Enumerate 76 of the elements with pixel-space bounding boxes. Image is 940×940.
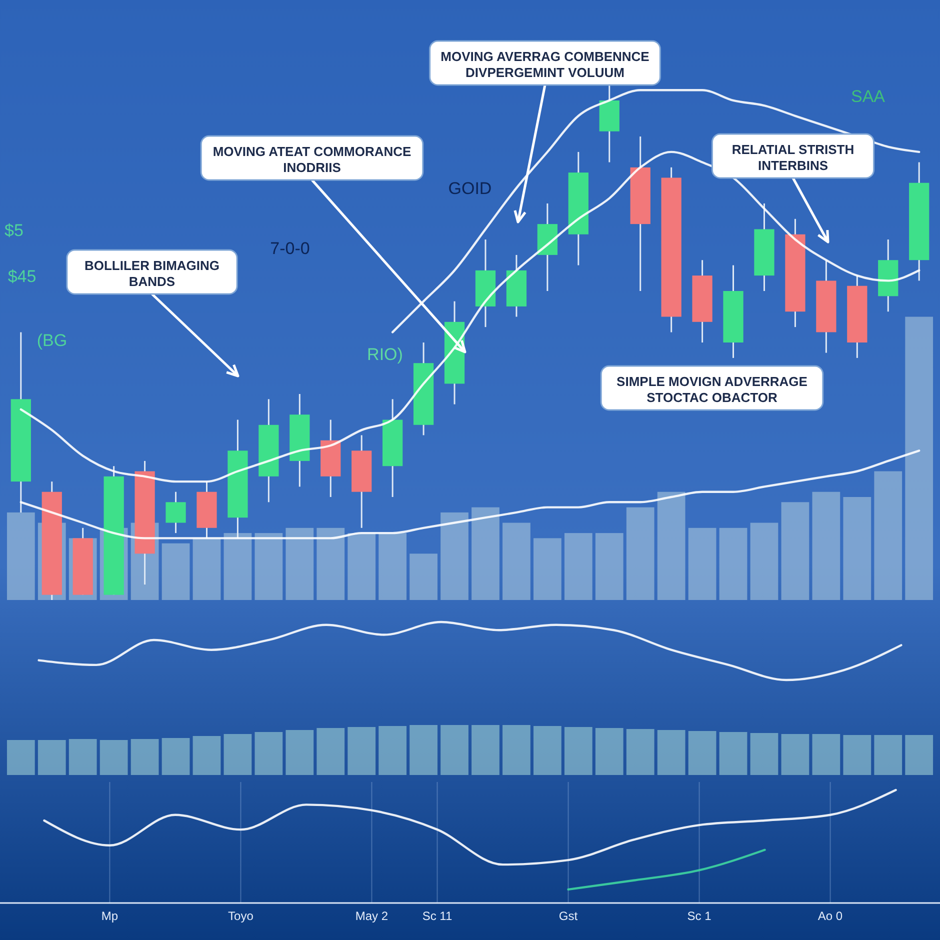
- bar: [688, 528, 716, 600]
- bar: [68, 739, 97, 775]
- x-tick-label: Toyo: [228, 909, 254, 923]
- bar: [874, 471, 902, 600]
- bar: [410, 725, 438, 775]
- bar: [162, 738, 190, 775]
- bar: [130, 739, 159, 775]
- bar: [502, 725, 530, 775]
- bar: [440, 512, 468, 600]
- text: MOVING AVERRAG COMBENNCE DIVPERGEMINT VOLUUM: [440, 49, 650, 80]
- annotation: RIO): [367, 345, 403, 364]
- bar: [348, 727, 376, 775]
- bar: [533, 538, 562, 600]
- candlestick: [166, 491, 186, 534]
- bar: [533, 726, 562, 775]
- bar: [564, 533, 592, 600]
- annotation: BOLLILER BIMAGING BANDS: [84, 258, 220, 289]
- bar: [38, 740, 66, 775]
- bar: [100, 740, 128, 775]
- bar: [626, 729, 654, 775]
- bar: [564, 727, 592, 775]
- bar: [595, 728, 624, 775]
- bar: [254, 533, 283, 600]
- bar: [657, 730, 686, 775]
- bar: [192, 736, 221, 775]
- annotation: $45: [8, 267, 36, 286]
- annotation: 7-0-0: [270, 239, 310, 258]
- annotation: (BG: [36, 331, 68, 350]
- x-tick-label: Sc 11: [422, 909, 452, 923]
- bar: [6, 740, 35, 775]
- bar: [843, 497, 872, 600]
- bar: [781, 734, 810, 775]
- bar: [595, 533, 624, 600]
- annotation: MOVING ATEAT COMMORANCE INODRIIS: [212, 144, 412, 175]
- bar: [626, 507, 654, 600]
- annotation: GOID: [448, 179, 492, 198]
- bar: [224, 533, 252, 600]
- x-tick-label: Mp: [101, 909, 118, 923]
- bar: [378, 533, 407, 600]
- bar: [812, 492, 840, 600]
- annotation: $5: [4, 221, 24, 240]
- bar: [224, 734, 252, 775]
- x-tick-label: May 2: [355, 909, 388, 923]
- annotation: SAA: [850, 87, 886, 106]
- bar: [657, 492, 686, 600]
- bar: [905, 316, 934, 600]
- bar: [440, 725, 468, 775]
- bar: [472, 725, 500, 775]
- bar: [286, 730, 314, 775]
- bar: [688, 731, 716, 775]
- annotation: SIMPLE MOVIGN ADVERRAGE STOCTAC OBACTOR: [616, 374, 808, 405]
- bar: [410, 554, 438, 600]
- bar: [812, 734, 840, 775]
- bar: [316, 528, 345, 600]
- bar: [162, 543, 190, 600]
- bar: [905, 735, 934, 775]
- bar: [874, 735, 902, 775]
- bar: [719, 732, 748, 775]
- bar: [719, 528, 748, 600]
- bar: [472, 507, 500, 600]
- bar: [843, 735, 872, 775]
- bar: [502, 522, 530, 600]
- bar: [6, 512, 35, 600]
- bar: [750, 522, 778, 600]
- annotation: RELATIAL STRISTH INTERBINS: [732, 142, 854, 173]
- x-tick-label: Ao 0: [818, 909, 843, 923]
- bar: [286, 528, 314, 600]
- bar: [348, 533, 376, 600]
- bar: [316, 728, 345, 775]
- bar: [378, 726, 407, 775]
- x-tick-label: Sc 1: [687, 909, 712, 923]
- bar: [750, 733, 778, 775]
- x-tick-label: Gst: [558, 909, 578, 923]
- bar: [254, 732, 283, 775]
- bar: [781, 502, 810, 600]
- bar: [192, 538, 221, 600]
